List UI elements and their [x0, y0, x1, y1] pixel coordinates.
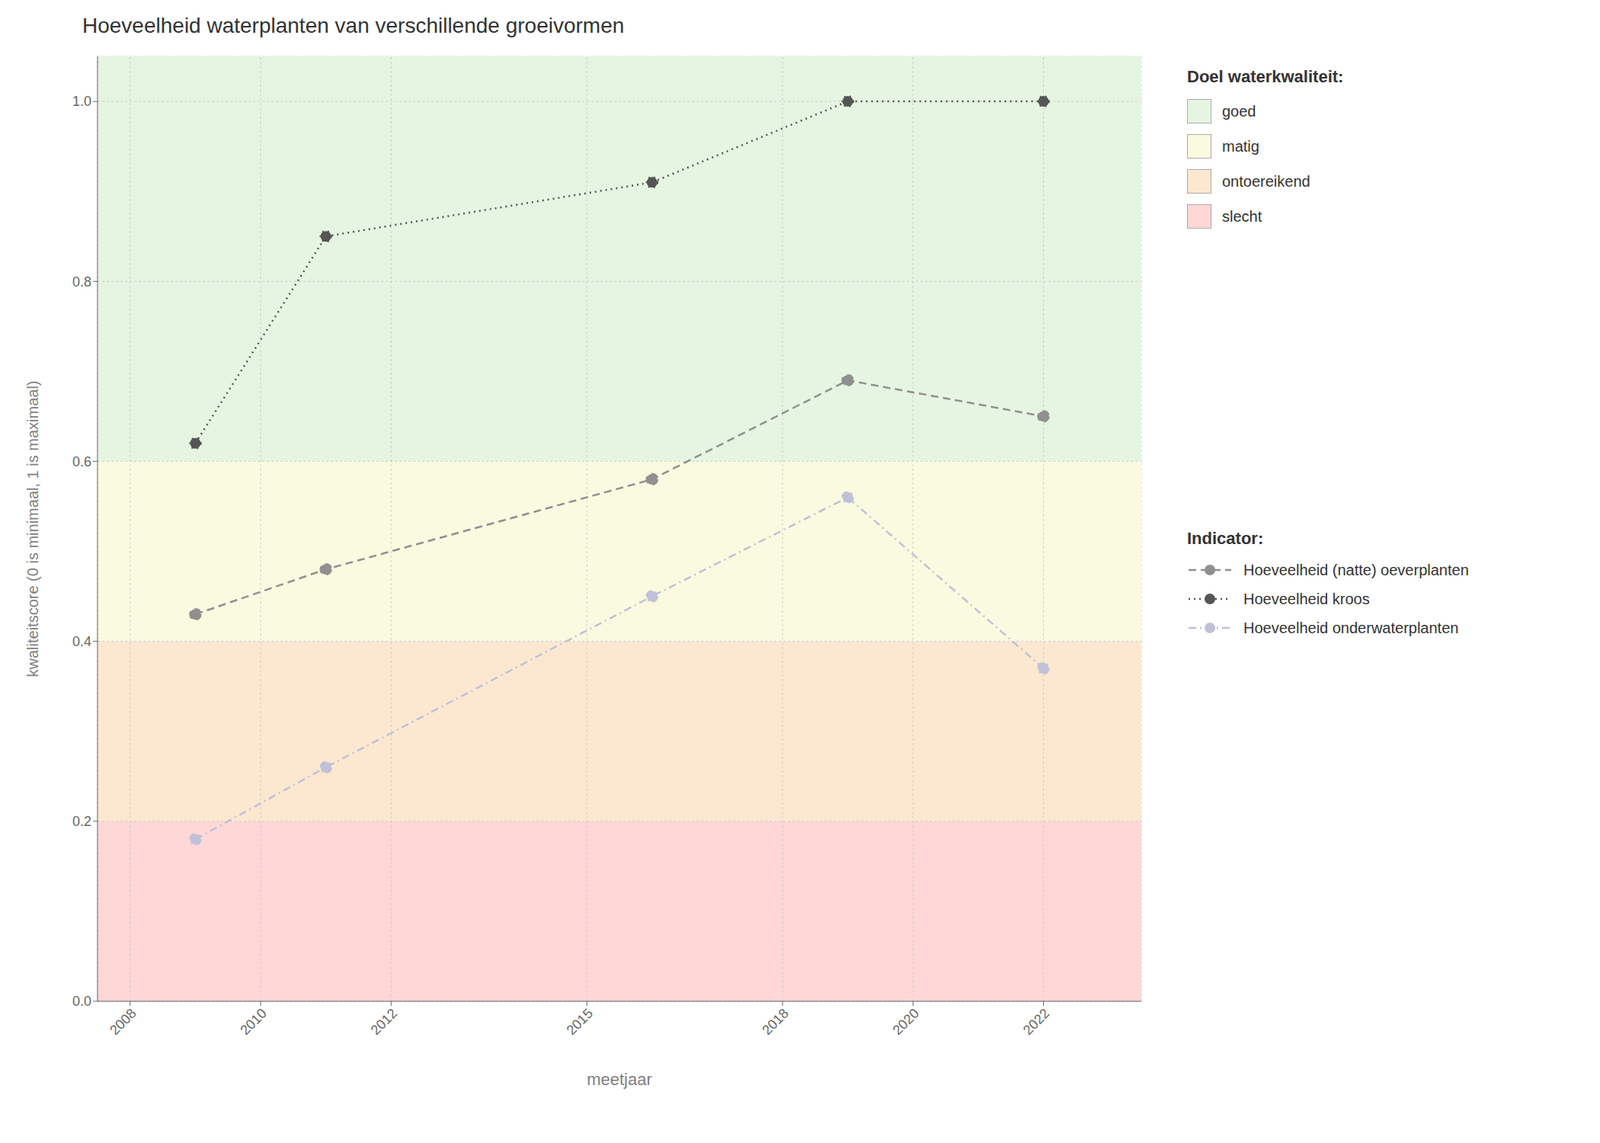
svg-text:0.6: 0.6 [72, 454, 92, 470]
svg-text:2022: 2022 [1020, 1005, 1053, 1038]
svg-text:2015: 2015 [563, 1005, 596, 1038]
svg-text:2020: 2020 [889, 1005, 922, 1038]
svg-text:2018: 2018 [758, 1005, 791, 1038]
html-text:Hoeveelheid (natte) oeverplant: Hoeveelheid (natte) oeverplanten [1243, 561, 1469, 578]
svg-text:meetjaar: meetjaar [586, 1069, 653, 1089]
svg-text:2012: 2012 [368, 1005, 400, 1038]
html-text:matig: matig [1222, 137, 1260, 155]
html-text:Hoeveelheid kroos: Hoeveelheid kroos [1243, 590, 1370, 607]
html-text:Hoeveelheid waterplanten van v: Hoeveelheid waterplanten van verschillen… [82, 13, 625, 38]
svg-text:kwaliteitscore (0 is minimaal,: kwaliteitscore (0 is minimaal, 1 is maxi… [24, 380, 42, 678]
svg-text:0.8: 0.8 [72, 274, 92, 290]
html-text:ontoereikend: ontoereikend [1222, 172, 1311, 190]
svg-text:0.0: 0.0 [72, 993, 92, 1009]
svg-text:0.2: 0.2 [72, 813, 92, 829]
html-text:slecht: slecht [1222, 207, 1262, 225]
svg-text:0.4: 0.4 [72, 633, 92, 650]
html-text:goed: goed [1222, 102, 1256, 120]
html-text:Doel waterkwaliteit:: Doel waterkwaliteit: [1187, 67, 1344, 87]
svg-text:2010: 2010 [236, 1005, 269, 1038]
html-text:Hoeveelheid onderwaterplanten: Hoeveelheid onderwaterplanten [1243, 619, 1459, 636]
svg-text:1.0: 1.0 [72, 93, 92, 109]
html-text:Indicator:: Indicator: [1187, 528, 1264, 548]
svg-text:2008: 2008 [106, 1005, 139, 1038]
